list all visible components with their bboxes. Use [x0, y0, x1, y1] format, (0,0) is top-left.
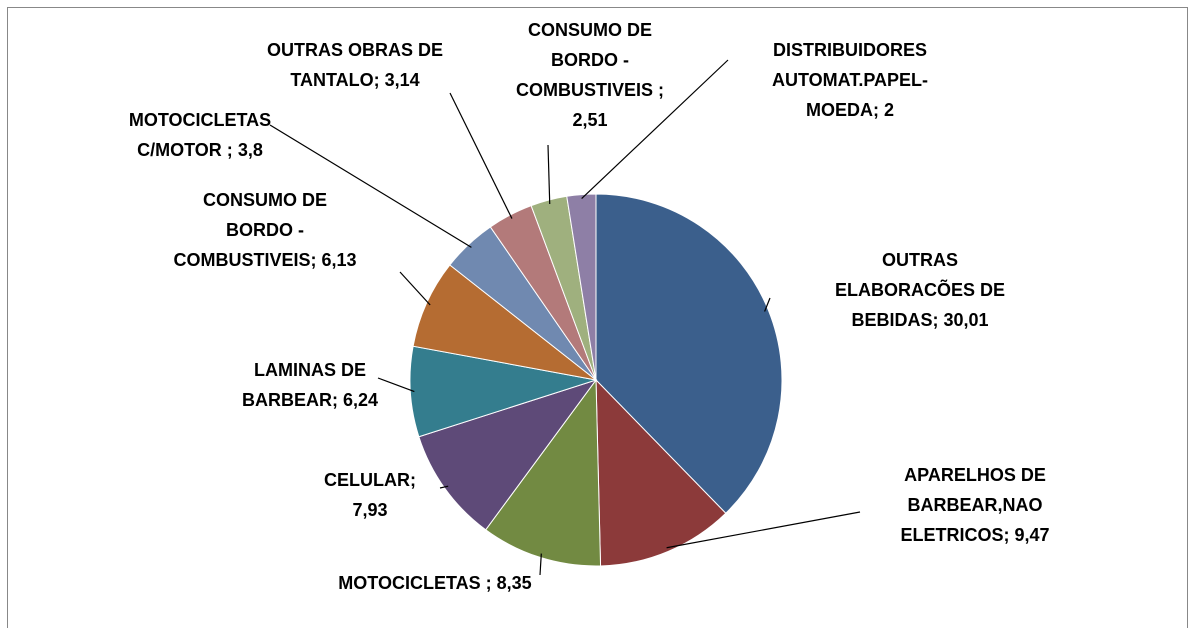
data-label: OUTRAS ELABORACÕES DE BEBIDAS; 30,01 — [830, 245, 1010, 335]
data-label: LAMINAS DE BARBEAR; 6,24 — [235, 355, 385, 415]
label-text: 3,14 — [384, 70, 420, 90]
label-text: 6,24 — [342, 390, 379, 410]
leader-line — [449, 92, 513, 219]
label-text: CELULAR; — [324, 470, 416, 490]
label-text: CONSUMO DE BORDO - COMBUSTIVEIS ; — [515, 20, 664, 100]
label-text: OUTRAS OBRAS DE TANTALO; — [266, 40, 443, 90]
label-text: MOTOCICLETAS ; — [338, 573, 492, 593]
leader-line — [269, 124, 472, 248]
leader-line — [764, 297, 771, 312]
label-text: 3,8 — [237, 140, 263, 160]
chart-border — [7, 7, 1188, 628]
data-label: MOTOCICLETAS C/MOTOR ; 3,8 — [120, 105, 280, 165]
label-text: 2,51 — [572, 110, 608, 130]
leader-line — [666, 511, 861, 549]
pie-slice — [409, 345, 597, 438]
data-label: CONSUMO DE BORDO - COMBUSTIVEIS; 6,13 — [170, 185, 360, 275]
label-text: DISTRIBUIDORES AUTOMAT.PAPEL-MOEDA; — [772, 40, 928, 120]
label-text: APARELHOS DE BARBEAR,NAO ELETRICOS; — [900, 465, 1046, 545]
leader-line — [377, 377, 415, 393]
label-text: 2 — [884, 100, 895, 120]
data-label: CONSUMO DE BORDO - COMBUSTIVEIS ; 2,51 — [505, 15, 675, 135]
leader-line — [399, 271, 431, 306]
leader-line — [581, 59, 729, 200]
pie-slice — [418, 379, 598, 531]
label-text: 30,01 — [943, 310, 989, 330]
data-label: APARELHOS DE BARBEAR,NAO ELETRICOS; 9,47 — [890, 460, 1060, 550]
leader-line — [547, 144, 551, 204]
leader-line — [539, 553, 542, 576]
label-text: LAMINAS DE BARBEAR; — [241, 360, 366, 410]
pie-slice — [566, 193, 597, 381]
label-text: 6,13 — [321, 250, 357, 270]
data-label: OUTRAS OBRAS DE TANTALO; 3,14 — [245, 35, 465, 95]
label-text: 9,47 — [1014, 525, 1050, 545]
data-label: DISTRIBUIDORES AUTOMAT.PAPEL-MOEDA; 2 — [750, 35, 950, 125]
data-label: CELULAR; 7,93 — [310, 465, 430, 525]
data-label: MOTOCICLETAS ; 8,35 — [325, 568, 545, 598]
label-text: MOTOCICLETAS C/MOTOR ; — [128, 110, 272, 160]
label-text: CONSUMO DE BORDO - COMBUSTIVEIS; — [173, 190, 327, 270]
pie-slice — [595, 193, 783, 514]
pie-slice — [595, 378, 727, 567]
label-text: 7,93 — [352, 500, 388, 520]
label-text: 8,35 — [496, 573, 532, 593]
leader-line — [439, 485, 449, 489]
label-text: OUTRAS ELABORACÕES DE BEBIDAS; — [834, 250, 1005, 330]
pie-slice — [485, 378, 602, 567]
